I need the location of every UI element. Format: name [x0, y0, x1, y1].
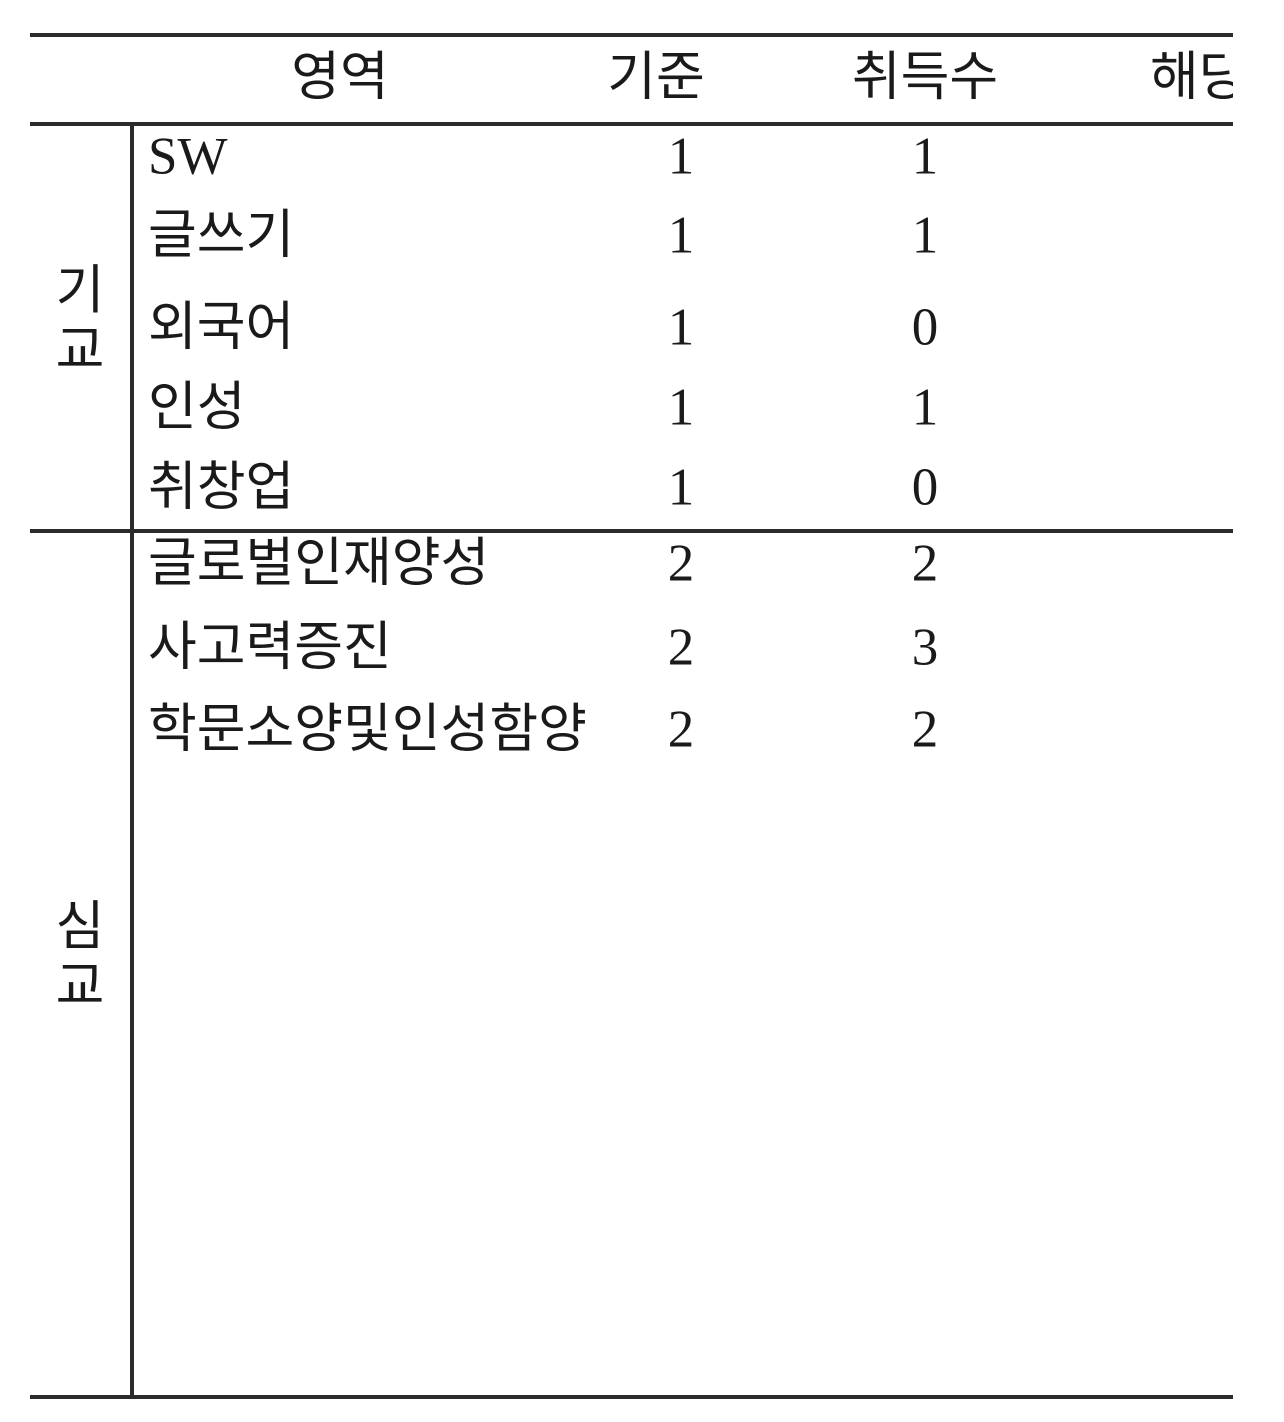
header-bottom-rule [30, 122, 1233, 126]
row-acquired: 1 [911, 127, 939, 186]
row-standard: 2 [667, 534, 695, 593]
row-area: 글쓰기 [148, 206, 295, 265]
row-standard: 1 [667, 127, 695, 186]
row-area: SW [148, 127, 228, 186]
group-label-text: 기교 [55, 262, 105, 380]
row-acquired: 3 [911, 618, 939, 677]
row-acquired: 0 [911, 298, 939, 357]
row-standard: 1 [667, 378, 695, 437]
row-area: 학문소양및인성함양 [148, 700, 587, 759]
row-acquired: 0 [911, 458, 939, 517]
row-standard: 2 [667, 700, 695, 759]
header-acquired: 취득수 [851, 48, 999, 106]
table-top-rule [30, 33, 1233, 37]
row-standard: 1 [667, 206, 695, 265]
group-column-rule [130, 126, 134, 1399]
row-area: 외국어 [148, 298, 295, 357]
table-header-row: 영역 기준 취득수 해당 [30, 33, 1233, 122]
header-last-clipped: 해당 [1150, 48, 1233, 106]
group-separator-rule [30, 529, 1233, 533]
row-standard: 1 [667, 298, 695, 357]
row-acquired: 2 [911, 700, 939, 759]
group-label-simgyo: 심교 [30, 897, 130, 1017]
row-standard: 1 [667, 458, 695, 517]
row-area: 인성 [148, 378, 246, 437]
header-area: 영역 [291, 48, 389, 106]
requirements-table: 영역 기준 취득수 해당 기교 심교 SW 1 1 글쓰기 1 1 외국어 1 … [30, 33, 1233, 1399]
row-area: 취창업 [148, 458, 295, 517]
header-standard: 기준 [607, 48, 705, 106]
group-label-gigyo: 기교 [30, 261, 130, 381]
row-acquired: 1 [911, 378, 939, 437]
table-bottom-rule [30, 1395, 1233, 1399]
row-acquired: 2 [911, 534, 939, 593]
group-label-text: 심교 [55, 898, 105, 1016]
row-area: 글로벌인재양성 [148, 534, 490, 593]
row-acquired: 1 [911, 206, 939, 265]
row-area: 사고력증진 [148, 618, 392, 677]
row-standard: 2 [667, 618, 695, 677]
